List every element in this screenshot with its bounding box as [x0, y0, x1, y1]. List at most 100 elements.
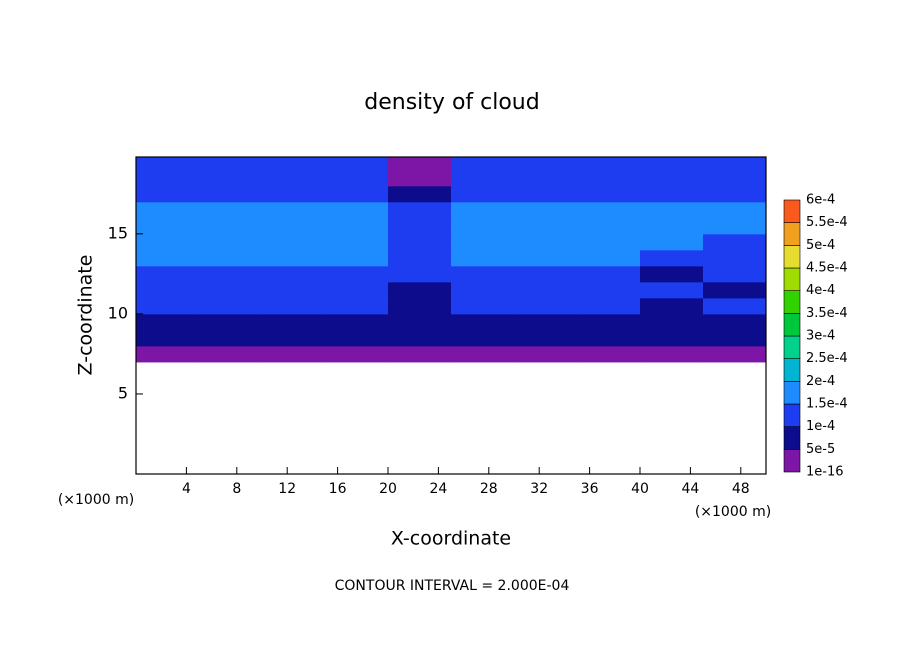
- field: [136, 157, 766, 363]
- field-cell: [577, 185, 641, 203]
- field-cell: [325, 281, 389, 299]
- field-cell: [262, 329, 326, 347]
- colorbar-swatch: [783, 403, 801, 427]
- field-cell: [640, 265, 704, 283]
- field-cell: [262, 313, 326, 331]
- field-cell: [640, 201, 704, 219]
- field-cell: [703, 185, 766, 203]
- field-cell: [577, 281, 641, 299]
- field-cell: [640, 157, 704, 171]
- field-cell: [640, 233, 704, 251]
- annotation: CONTOUR INTERVAL = 2.000E-04: [335, 578, 570, 594]
- colorbar-label: 6e-4: [806, 193, 835, 208]
- field-cell: [388, 169, 452, 187]
- field-cell: [199, 329, 263, 347]
- field-cell: [451, 201, 515, 219]
- colorbar-swatch: [783, 449, 801, 473]
- colorbar-label: 2e-4: [806, 374, 835, 389]
- field-cell: [703, 281, 766, 299]
- field-cell: [199, 157, 263, 171]
- field-cell: [451, 157, 515, 171]
- field-cell: [325, 313, 389, 331]
- field-cell: [325, 233, 389, 251]
- field-cell: [136, 313, 200, 331]
- field-cell: [640, 185, 704, 203]
- field-cell: [136, 281, 200, 299]
- field-cell: [577, 169, 641, 187]
- x-tick-label: 16: [329, 481, 347, 497]
- field-cell: [451, 169, 515, 187]
- field-cell: [136, 345, 200, 363]
- colorbar-swatch: [783, 245, 801, 269]
- field-cell: [703, 313, 766, 331]
- y-tick-label: 5: [118, 383, 128, 402]
- colorbar-label: 5e-4: [806, 238, 835, 253]
- colorbar-label: 1.5e-4: [806, 397, 848, 412]
- field-cell: [514, 233, 578, 251]
- field-cell: [577, 265, 641, 283]
- field-cell: [325, 217, 389, 235]
- field-cell: [640, 217, 704, 235]
- field-cell: [577, 297, 641, 315]
- x-tick-label: 40: [631, 481, 649, 497]
- field-cell: [136, 329, 200, 347]
- field-cell: [262, 233, 326, 251]
- x-unit-right: (×1000 m): [695, 504, 771, 520]
- field-cell: [514, 169, 578, 187]
- field-cell: [451, 329, 515, 347]
- field-cell: [703, 249, 766, 267]
- colorbar-swatch: [783, 358, 801, 382]
- field-cell: [451, 217, 515, 235]
- field-cell: [703, 345, 766, 363]
- field-cell: [262, 249, 326, 267]
- field-cell: [388, 313, 452, 331]
- field-cell: [388, 297, 452, 315]
- field-cell: [703, 157, 766, 171]
- field-cell: [703, 201, 766, 219]
- field-cell: [262, 185, 326, 203]
- x-axis-label: X-coordinate: [391, 528, 511, 550]
- colorbar-label: 4.5e-4: [806, 261, 848, 276]
- field-cell: [136, 185, 200, 203]
- x-tick-label: 48: [732, 481, 750, 497]
- field-cell: [199, 233, 263, 251]
- x-unit-left: (×1000 m): [58, 492, 134, 508]
- field-cell: [199, 265, 263, 283]
- x-tick-label: 4: [182, 481, 191, 497]
- field-cell: [262, 201, 326, 219]
- colorbar-label: 5.5e-4: [806, 215, 848, 230]
- field-cell: [325, 201, 389, 219]
- field-cell: [388, 345, 452, 363]
- plot-frame: [135, 156, 767, 475]
- x-tick-label: 32: [530, 481, 548, 497]
- x-tick-label: 44: [681, 481, 699, 497]
- colorbar-swatch: [783, 426, 801, 450]
- field-cell: [325, 249, 389, 267]
- field-cell: [199, 345, 263, 363]
- field-cell: [703, 233, 766, 251]
- field-cell: [577, 217, 641, 235]
- field-cell: [388, 157, 452, 171]
- colorbar-label: 4e-4: [806, 283, 835, 298]
- field-cell: [136, 297, 200, 315]
- field-cell: [325, 297, 389, 315]
- field-cell: [577, 249, 641, 267]
- field-cell: [451, 185, 515, 203]
- field-cell: [388, 249, 452, 267]
- field-cell: [262, 157, 326, 171]
- field-cell: [514, 313, 578, 331]
- field-cell: [640, 329, 704, 347]
- field-cell: [514, 265, 578, 283]
- field-cell: [514, 157, 578, 171]
- field-cell: [199, 313, 263, 331]
- field-cell: [514, 297, 578, 315]
- field-cell: [325, 329, 389, 347]
- field-cell: [388, 185, 452, 203]
- field-cell: [514, 329, 578, 347]
- x-tick-label: 24: [429, 481, 447, 497]
- x-tick-label: 20: [379, 481, 397, 497]
- field-cell: [388, 265, 452, 283]
- field-cell: [262, 281, 326, 299]
- y-axis-label: Z-coordinate: [75, 255, 97, 376]
